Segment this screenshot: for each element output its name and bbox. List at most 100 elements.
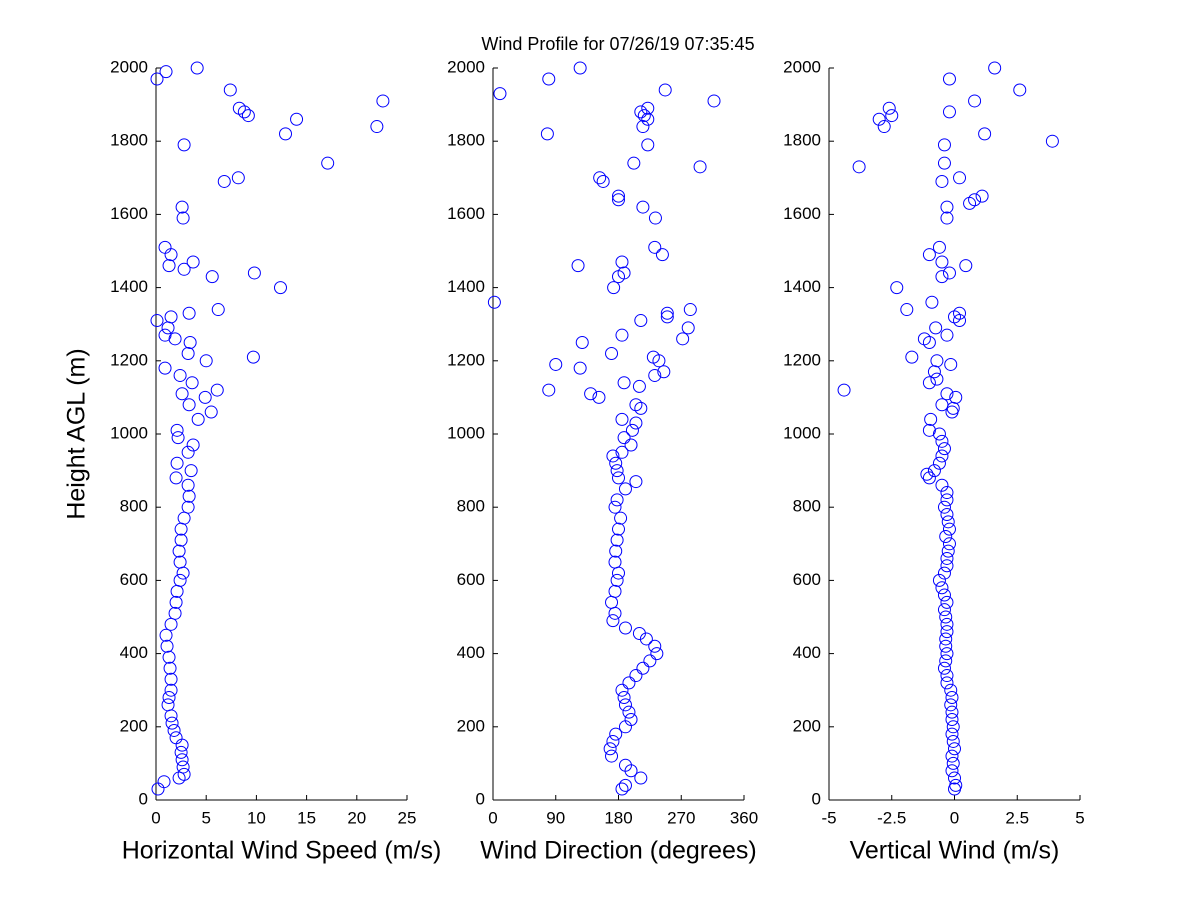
y-tick-label: 1400 [110,277,148,296]
point [182,489,196,503]
point [655,248,669,262]
point [164,310,178,324]
point [975,189,989,203]
y-tick-label: 800 [457,497,485,516]
point [182,306,196,320]
point [940,508,954,522]
point [174,533,188,547]
point [940,211,954,225]
y-tick-label: 1000 [447,423,485,442]
point [186,255,200,269]
point [942,537,956,551]
point [584,387,598,401]
point [945,712,959,726]
point [935,270,949,284]
point [164,683,178,697]
x-axis-label: Vertical Wind (m/s) [850,837,1060,865]
point [707,94,721,108]
point [890,281,904,295]
point [573,361,587,375]
point [940,595,954,609]
point [618,778,632,792]
point [168,606,182,620]
point [657,365,671,379]
point [542,72,556,86]
point [211,303,225,317]
y-tick-label: 0 [476,789,485,808]
point [622,676,636,690]
point [944,357,958,371]
point [632,379,646,393]
x-tick-label: -5 [821,808,836,827]
point [922,423,936,437]
point [622,705,636,719]
point [648,368,662,382]
point [593,171,607,185]
point [917,332,931,346]
point [173,368,187,382]
y-tick-label: 2000 [783,57,821,76]
x-tick-label: 5 [201,808,210,827]
y-tick-label: 1400 [447,277,485,296]
y-tick-label: 1400 [783,277,821,296]
point [609,544,623,558]
point [157,775,171,789]
point [603,742,617,756]
point [927,464,941,478]
point [949,390,963,404]
point [167,723,181,737]
y-axis-label: Height AGL (m) [63,348,91,519]
point [922,376,936,390]
point [944,683,958,697]
point [217,174,231,188]
point [636,200,650,214]
point [186,438,200,452]
point [205,270,219,284]
point [617,376,631,390]
point [648,240,662,254]
point [637,109,651,123]
point [247,266,261,280]
point [634,105,648,119]
point [935,174,949,188]
point [935,449,949,463]
point [190,61,204,75]
point [939,529,953,543]
point [273,281,287,295]
point [618,482,632,496]
point [610,464,624,478]
y-tick-label: 1000 [110,423,148,442]
point [174,745,188,759]
point [942,522,956,536]
point [648,639,662,653]
point [676,332,690,346]
point [629,669,643,683]
point [634,314,648,328]
point [184,464,198,478]
point [172,544,186,558]
y-tick-label: 600 [457,570,485,589]
point [882,101,896,115]
point [945,691,959,705]
point [932,456,946,470]
point [617,431,631,445]
point [170,456,184,470]
point [223,83,237,97]
x-tick-label: 10 [247,808,266,827]
point [922,471,936,485]
point [181,478,195,492]
point [162,650,176,664]
x-tick-label: 5 [1075,808,1084,827]
point [937,500,951,514]
point [163,661,177,675]
point [922,248,936,262]
point [618,758,632,772]
y-tick-label: 200 [793,716,821,735]
point [929,321,943,335]
point [210,383,224,397]
point [624,438,638,452]
point [162,259,176,273]
point [158,361,172,375]
point [610,533,624,547]
